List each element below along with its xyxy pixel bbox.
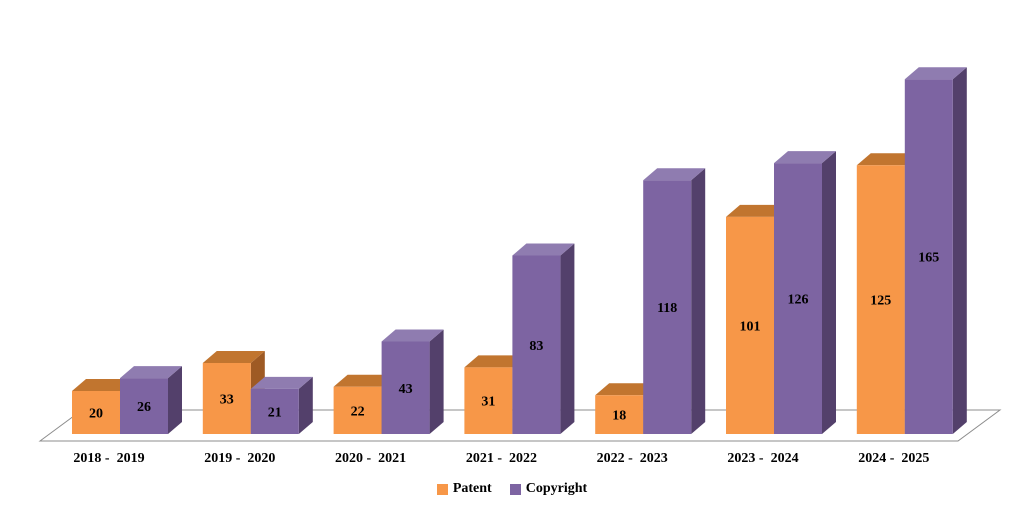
data-label-patent-6: 125	[870, 294, 891, 309]
patent-legend-label: Patent	[452, 481, 492, 496]
bar-top-copyright-4	[643, 168, 706, 181]
data-label-copyright-5: 126	[788, 293, 809, 308]
category-label-6: 2024 - 2025	[858, 451, 929, 466]
data-label-copyright-6: 165	[918, 251, 939, 266]
bar-top-patent-0	[72, 379, 134, 391]
category-label-0: 2018 - 2019	[73, 451, 144, 466]
copyright-legend-label: Copyright	[525, 481, 588, 496]
bar-chart-canvas: 20 26 2018 - 2019 33 21 2019 - 2020 22 43 2020 -…	[38, 67, 1002, 466]
data-label-copyright-1: 21	[268, 405, 282, 420]
category-label-1: 2019 - 2020	[204, 451, 275, 466]
legend-item-patent: Patent	[436, 481, 492, 497]
bar-side-copyright-1	[298, 376, 313, 434]
bar-top-patent-1	[202, 351, 265, 364]
bar-patent-0	[72, 391, 120, 434]
bar-top-patent-6	[856, 153, 919, 166]
category-label-2: 2020 - 2021	[335, 451, 406, 466]
bar-top-copyright-5	[774, 151, 836, 164]
bar-copyright-0	[120, 378, 168, 434]
bar-patent-6	[856, 165, 905, 434]
bar-copyright-5	[774, 163, 822, 434]
bar-side-copyright-4	[691, 168, 706, 435]
bar-top-copyright-0	[120, 366, 182, 379]
bar-copyright-1	[250, 388, 299, 434]
data-label-patent-4: 18	[612, 409, 626, 424]
category-label-4: 2022 - 2023	[597, 451, 668, 466]
patent-legend-swatch-icon	[436, 483, 448, 495]
bar-side-copyright-2	[429, 329, 444, 434]
bar-patent-4	[595, 395, 644, 434]
bar-copyright-4	[643, 180, 692, 434]
bar-copyright-3	[512, 255, 561, 434]
bar-top-copyright-2	[381, 329, 444, 342]
bar-top-patent-4	[595, 383, 658, 396]
data-label-patent-0: 20	[89, 407, 103, 422]
category-label-3: 2021 - 2022	[466, 451, 537, 466]
bar-top-patent-2	[333, 374, 396, 387]
bar-top-patent-3	[464, 355, 527, 368]
bar-top-copyright-3	[512, 243, 575, 256]
data-label-copyright-3: 83	[529, 339, 543, 354]
data-label-patent-3: 31	[481, 395, 495, 410]
chart-legend: Patent Copyright	[0, 481, 1024, 497]
bar-top-copyright-6	[904, 67, 967, 80]
bar-copyright-6	[904, 79, 953, 434]
category-label-5: 2023 - 2024	[727, 451, 798, 466]
bar-side-copyright-0	[168, 366, 182, 434]
data-label-patent-5: 101	[740, 319, 761, 334]
bar-copyright-2	[381, 341, 430, 434]
data-label-patent-2: 22	[351, 404, 365, 419]
data-label-patent-1: 33	[220, 393, 234, 408]
bar-side-copyright-3	[560, 243, 575, 434]
legend-item-copyright: Copyright	[509, 481, 588, 497]
bar-side-copyright-6	[952, 67, 967, 434]
bar-top-copyright-1	[250, 376, 313, 389]
bar-patent-5	[726, 216, 774, 434]
bar-patent-2	[333, 386, 382, 434]
bar-patent-3	[464, 367, 513, 434]
bar-patent-1	[202, 363, 251, 434]
data-label-copyright-2: 43	[399, 382, 413, 397]
copyright-legend-swatch-icon	[509, 483, 521, 495]
bar-side-copyright-5	[822, 151, 836, 434]
data-label-copyright-4: 118	[657, 301, 677, 316]
bar-top-patent-5	[726, 204, 788, 217]
data-label-copyright-0: 26	[137, 400, 151, 415]
